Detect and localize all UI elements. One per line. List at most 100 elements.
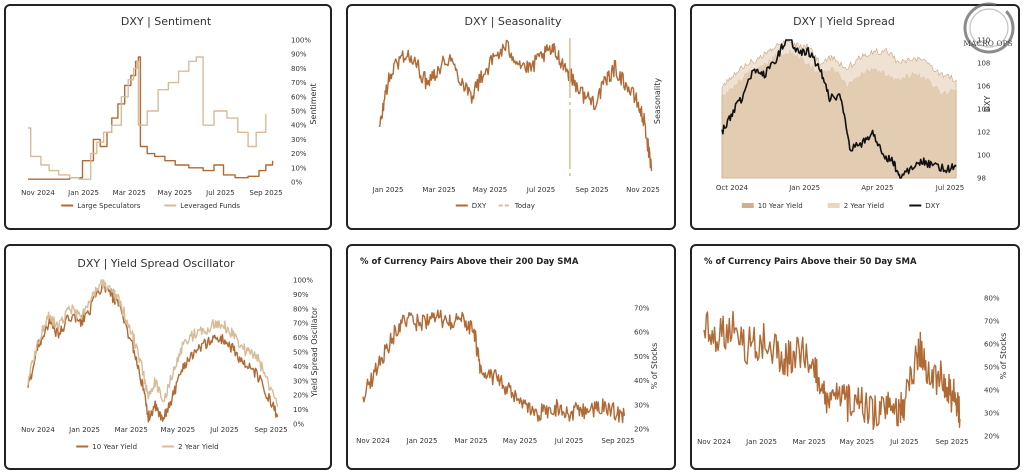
- pairs-200-panel: % of Currency Pairs Above their 200 Day …: [346, 244, 676, 470]
- y-tick-label: 40%: [634, 377, 650, 385]
- x-tick-label: Jul 2025: [209, 426, 239, 434]
- legend-label: 10 Year Yield: [758, 202, 803, 210]
- y-tick-label: 100%: [291, 37, 311, 45]
- x-tick-label: Sep 2025: [575, 186, 608, 194]
- x-tick-label: May 2025: [840, 438, 875, 446]
- x-tick-label: Jan 2025: [67, 189, 99, 197]
- x-tick-label: Mar 2025: [115, 426, 148, 434]
- seasonality-chart: DXY | Seasonality Jan 2025 Mar 2025 May 20…: [372, 15, 662, 210]
- legend-label: Today: [514, 202, 535, 210]
- x-tick-label: Jul 2025: [205, 189, 235, 197]
- x-tick-label: May 2025: [503, 437, 538, 445]
- x-tick-label: Nov 2024: [356, 437, 390, 445]
- y-axis-label: Sentiment: [309, 83, 318, 124]
- x-tick-label: Mar 2025: [454, 437, 487, 445]
- y-tick-label: 40%: [291, 122, 307, 130]
- x-tick-label: Jul 2025: [935, 184, 965, 192]
- x-tick-label: Jan 2025: [788, 184, 820, 192]
- legend-label: DXY: [472, 202, 487, 210]
- y-tick-label: 108: [977, 60, 990, 68]
- y-axis-label: % of Stocks: [999, 333, 1008, 380]
- seasonality-panel: DXY | Seasonality Jan 2025 Mar 2025 May 20…: [346, 4, 676, 230]
- x-tick-label: Sep 2025: [254, 426, 287, 434]
- sentiment-chart: DXY | Sentiment 0% 10% 20% 30% 40% 50% 60% 70% 8…: [21, 15, 318, 210]
- y-tick-label: 30%: [634, 401, 650, 409]
- x-tick-label: Nov 2024: [697, 438, 731, 446]
- legend-label: 2 Year Yield: [178, 443, 218, 451]
- y-tick-label: 70%: [984, 318, 1000, 326]
- y-axis-label: Yield Spread Oscillator: [310, 306, 319, 398]
- x-tick-label: Nov 2024: [21, 426, 55, 434]
- y-tick-label: 70%: [293, 320, 309, 328]
- x-tick-label: Oct 2024: [716, 184, 749, 192]
- legend-label: 10 Year Yield: [92, 443, 137, 451]
- y-tick-label: 20%: [291, 150, 307, 158]
- y-tick-label: 100: [977, 152, 990, 160]
- y-tick-label: 100%: [293, 277, 313, 285]
- sentiment-panel: DXY | Sentiment 0% 10% 20% 30% 40% 50% 60% 70% 8…: [4, 4, 332, 230]
- pairs-50-chart: % of Currency Pairs Above their 50 Day S…: [697, 257, 1008, 446]
- series-line-dxy: [378, 39, 653, 172]
- logo-ring-inner: [969, 8, 1009, 48]
- y-tick-label: 110: [977, 37, 990, 45]
- logo-text: MACRO OPS: [963, 39, 1012, 48]
- pairs-200-chart: % of Currency Pairs Above their 200 Day …: [356, 257, 659, 445]
- y-tick-label: 20%: [293, 392, 309, 400]
- x-tick-label: May 2025: [473, 186, 508, 194]
- chart-title: DXY | Seasonality: [464, 15, 562, 28]
- x-tick-label: Jan 2025: [406, 437, 438, 445]
- y-tick-label: 70%: [634, 305, 650, 313]
- series-line-leveraged-funds: [28, 56, 267, 180]
- y-tick-label: 80%: [291, 65, 307, 73]
- x-tick-label: Sep 2025: [249, 189, 282, 197]
- legend-swatch: [827, 203, 840, 208]
- legend-label: DXY: [925, 202, 940, 210]
- x-tick-label: Jul 2025: [889, 438, 919, 446]
- x-tick-label: Jul 2025: [554, 437, 584, 445]
- y-tick-label: 104: [977, 106, 991, 114]
- series-line-10-year-yield: [27, 284, 279, 423]
- y-tick-label: 50%: [634, 353, 650, 361]
- x-tick-label: Nov 2024: [21, 189, 55, 197]
- legend-swatch: [741, 203, 754, 208]
- yield-spread-panel: DXY | Yield Spread 98 100 102 104 106 108 110 O…: [690, 4, 1020, 230]
- x-tick-label: May 2025: [158, 189, 193, 197]
- series-area-2-year-yield: [721, 39, 957, 179]
- series-line-2-year-yield: [27, 279, 279, 407]
- y-tick-label: 10%: [293, 406, 309, 414]
- x-tick-label: Sep 2025: [601, 437, 634, 445]
- x-tick-label: Jul 2025: [526, 186, 556, 194]
- y-axis-label: Seasonality: [653, 78, 662, 125]
- y-tick-label: 60%: [984, 341, 1000, 349]
- y-axis-label: DXY: [983, 96, 992, 113]
- chart-title: % of Currency Pairs Above their 200 Day …: [360, 257, 579, 267]
- pairs-50-panel: % of Currency Pairs Above their 50 Day S…: [690, 244, 1020, 470]
- y-tick-label: 50%: [291, 108, 307, 116]
- chart-title: % of Currency Pairs Above their 50 Day S…: [704, 257, 917, 267]
- x-tick-label: Sep 2025: [935, 438, 968, 446]
- x-tick-label: Mar 2025: [793, 438, 826, 446]
- y-tick-label: 0%: [291, 179, 302, 187]
- chart-title: DXY | Yield Spread: [793, 15, 895, 28]
- logo-ring: [963, 2, 1015, 54]
- y-axis-label: % of Stocks: [650, 343, 659, 390]
- x-tick-label: Apr 2025: [861, 184, 893, 192]
- series-line-series: [703, 310, 961, 430]
- y-tick-label: 30%: [293, 377, 309, 385]
- x-tick-label: Jan 2025: [745, 438, 777, 446]
- series-line-large-speculators: [28, 56, 274, 180]
- y-tick-label: 50%: [984, 364, 1000, 372]
- x-tick-label: Nov 2025: [626, 186, 660, 194]
- x-tick-label: Mar 2025: [422, 186, 455, 194]
- y-tick-label: 0%: [293, 421, 304, 429]
- y-tick-label: 20%: [634, 426, 650, 434]
- y-tick-label: 102: [977, 129, 990, 137]
- y-tick-label: 90%: [291, 51, 307, 59]
- y-tick-label: 40%: [293, 363, 309, 371]
- x-tick-label: May 2025: [161, 426, 196, 434]
- chart-title: DXY | Yield Spread Oscillator: [77, 257, 235, 270]
- x-tick-label: Mar 2025: [113, 189, 146, 197]
- yield-spread-oscillator-chart: DXY | Yield Spread Oscillator 0% 10% 20% 30…: [21, 257, 319, 451]
- y-tick-label: 20%: [984, 433, 1000, 441]
- chart-title: DXY | Sentiment: [121, 15, 212, 28]
